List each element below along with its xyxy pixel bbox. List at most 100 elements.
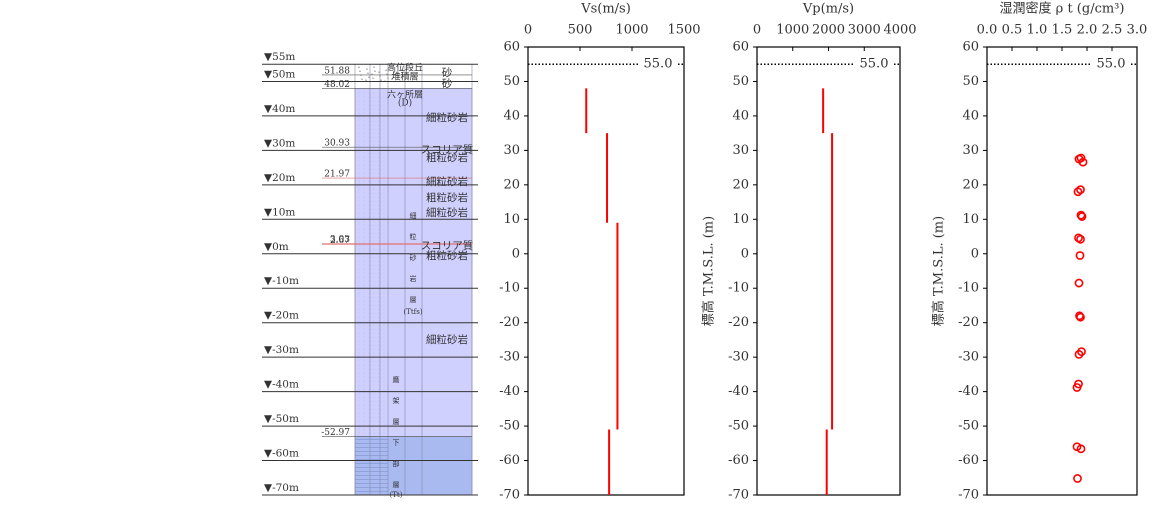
- elevation-label: ▼-40m: [264, 379, 299, 391]
- x-tick-label: 3000: [848, 23, 881, 38]
- sand-dot: [391, 78, 393, 80]
- column-lower: [354, 436, 473, 496]
- y-tick-label: -50: [728, 419, 749, 434]
- x-tick-label: 4000: [883, 23, 916, 38]
- sand-dot: [393, 71, 395, 73]
- y-axis-label: 標高 T.M.S.L. (m): [701, 216, 717, 326]
- x-tick-label: 1000: [615, 23, 648, 38]
- elevation-label: ▼-60m: [264, 448, 299, 460]
- density-point: [1074, 379, 1083, 389]
- x-tick-label: 2.5: [1102, 23, 1123, 38]
- formation-label: 六ヶ所層: [387, 89, 423, 101]
- y-tick-label: 30: [503, 143, 520, 158]
- y-tick-label: -50: [499, 419, 520, 434]
- y-tick-label: -20: [958, 315, 979, 330]
- density-point: [1074, 278, 1084, 288]
- lithology-label: 砂: [442, 77, 453, 90]
- density-point: [1077, 212, 1087, 221]
- y-tick-label: -70: [728, 488, 749, 503]
- elevation-label: ▼50m: [264, 68, 295, 80]
- y-tick-label: -30: [728, 350, 749, 365]
- density-point: [1075, 251, 1085, 260]
- y-tick-label: 20: [732, 177, 749, 192]
- x-tick-label: 3.0: [1127, 23, 1148, 38]
- y-tick-label: -40: [728, 384, 749, 399]
- sand-dot: [386, 73, 388, 75]
- x-tick-label: 1500: [667, 23, 700, 38]
- formation-vertical-label: 鷹架層下部層: [392, 375, 400, 502]
- lithology-label: スコリア質: [421, 143, 474, 156]
- reference-label: 55.0: [1097, 57, 1126, 72]
- chart-title: 湿潤密度 ρ t (g/cm³): [1000, 1, 1125, 17]
- boundary-label: -52.97: [321, 428, 350, 438]
- y-tick-label: -30: [499, 350, 520, 365]
- x-tick-label: 2.0: [1077, 23, 1098, 38]
- sand-dot: [372, 77, 374, 79]
- density-point: [1073, 474, 1082, 483]
- sand-dot: [365, 79, 367, 81]
- density-point: [1076, 185, 1085, 195]
- y-tick-label: 60: [732, 40, 749, 55]
- boundary-label: 48.02: [324, 80, 350, 90]
- lithology-label: 粗粒砂岩: [426, 151, 468, 164]
- formation-vertical-label: (Tt): [390, 491, 403, 499]
- sand-dot: [371, 73, 373, 75]
- elevation-label: ▼-30m: [264, 344, 299, 356]
- sand-dot: [359, 70, 361, 72]
- elevation-label: ▼10m: [264, 206, 295, 218]
- lithology-label: 粗粒砂岩: [426, 249, 468, 262]
- y-tick-label: -40: [958, 384, 979, 399]
- column-upper: [354, 87, 473, 437]
- sand-dot: [392, 67, 394, 69]
- y-tick-label: -50: [958, 419, 979, 434]
- lithology-label: 細粒砂岩: [426, 333, 468, 346]
- sand-dot: [361, 78, 363, 80]
- elevation-label: ▼-20m: [264, 310, 299, 322]
- sand-dot: [398, 76, 400, 78]
- formation-vertical-label: (Ttfs): [403, 308, 422, 316]
- y-tick-label: 50: [503, 74, 520, 89]
- y-tick-label: -10: [958, 281, 979, 296]
- y-tick-label: -10: [499, 281, 520, 296]
- lithology-label: スコリア質: [421, 239, 474, 252]
- x-tick-label: 1000: [776, 23, 809, 38]
- sand-dot: [385, 69, 387, 71]
- sand-dot: [397, 72, 399, 74]
- sand-dot: [358, 66, 360, 68]
- chart-title: Vs(m/s): [580, 2, 631, 17]
- elevation-label: ▼30m: [264, 137, 295, 149]
- lithology-label: 細粒砂岩: [426, 111, 468, 124]
- sand-dot: [380, 79, 382, 81]
- y-tick-label: -60: [958, 453, 979, 468]
- x-tick-label: 0: [524, 23, 532, 38]
- reference-label: 55.0: [644, 57, 673, 72]
- sand-dot: [373, 66, 375, 68]
- density-point: [1076, 444, 1086, 454]
- density-point: [1076, 312, 1085, 322]
- elevation-label: ▼-10m: [264, 275, 299, 287]
- y-tick-label: 0: [971, 246, 979, 261]
- formation-label: (D): [398, 98, 412, 109]
- plot-frame: [527, 46, 685, 496]
- y-axis-label: 標高 T.M.S.L. (m): [931, 216, 947, 326]
- elevation-label: ▼55m: [264, 51, 295, 63]
- plot-frame: [756, 46, 901, 496]
- formation-vertical-label: 細粒砂岩層: [409, 211, 417, 317]
- y-tick-label: -70: [958, 488, 979, 503]
- y-tick-label: 40: [503, 108, 520, 123]
- sand-dot: [378, 71, 380, 73]
- y-tick-label: 60: [503, 40, 520, 55]
- elevation-label: ▼-70m: [264, 482, 299, 494]
- formation-label: 堆積層: [391, 71, 418, 83]
- y-tick-label: -20: [499, 315, 520, 330]
- y-tick-label: 0: [741, 246, 749, 261]
- sand-dot: [374, 70, 376, 72]
- boundary-label: 30.93: [324, 139, 350, 149]
- sand-dot: [400, 69, 402, 71]
- lithology-label: 砂: [442, 66, 453, 79]
- chart-title: Vp(m/s): [802, 2, 854, 17]
- y-tick-label: -30: [958, 350, 979, 365]
- elevation-label: ▼40m: [264, 103, 295, 115]
- y-tick-label: 10: [503, 212, 520, 227]
